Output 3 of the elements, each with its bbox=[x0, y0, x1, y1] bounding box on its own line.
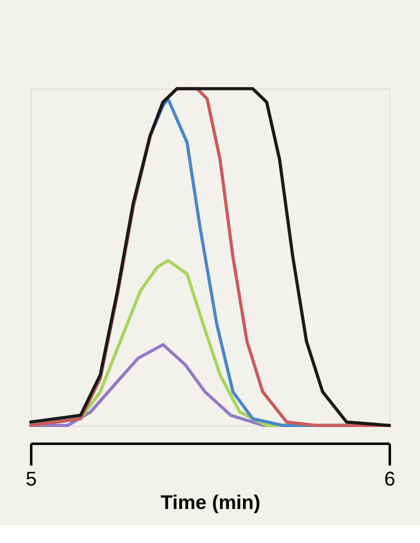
x-tick-label: 5 bbox=[26, 468, 37, 490]
x-axis-title: Time (min) bbox=[160, 492, 260, 514]
x-tick-label: 6 bbox=[384, 468, 396, 490]
